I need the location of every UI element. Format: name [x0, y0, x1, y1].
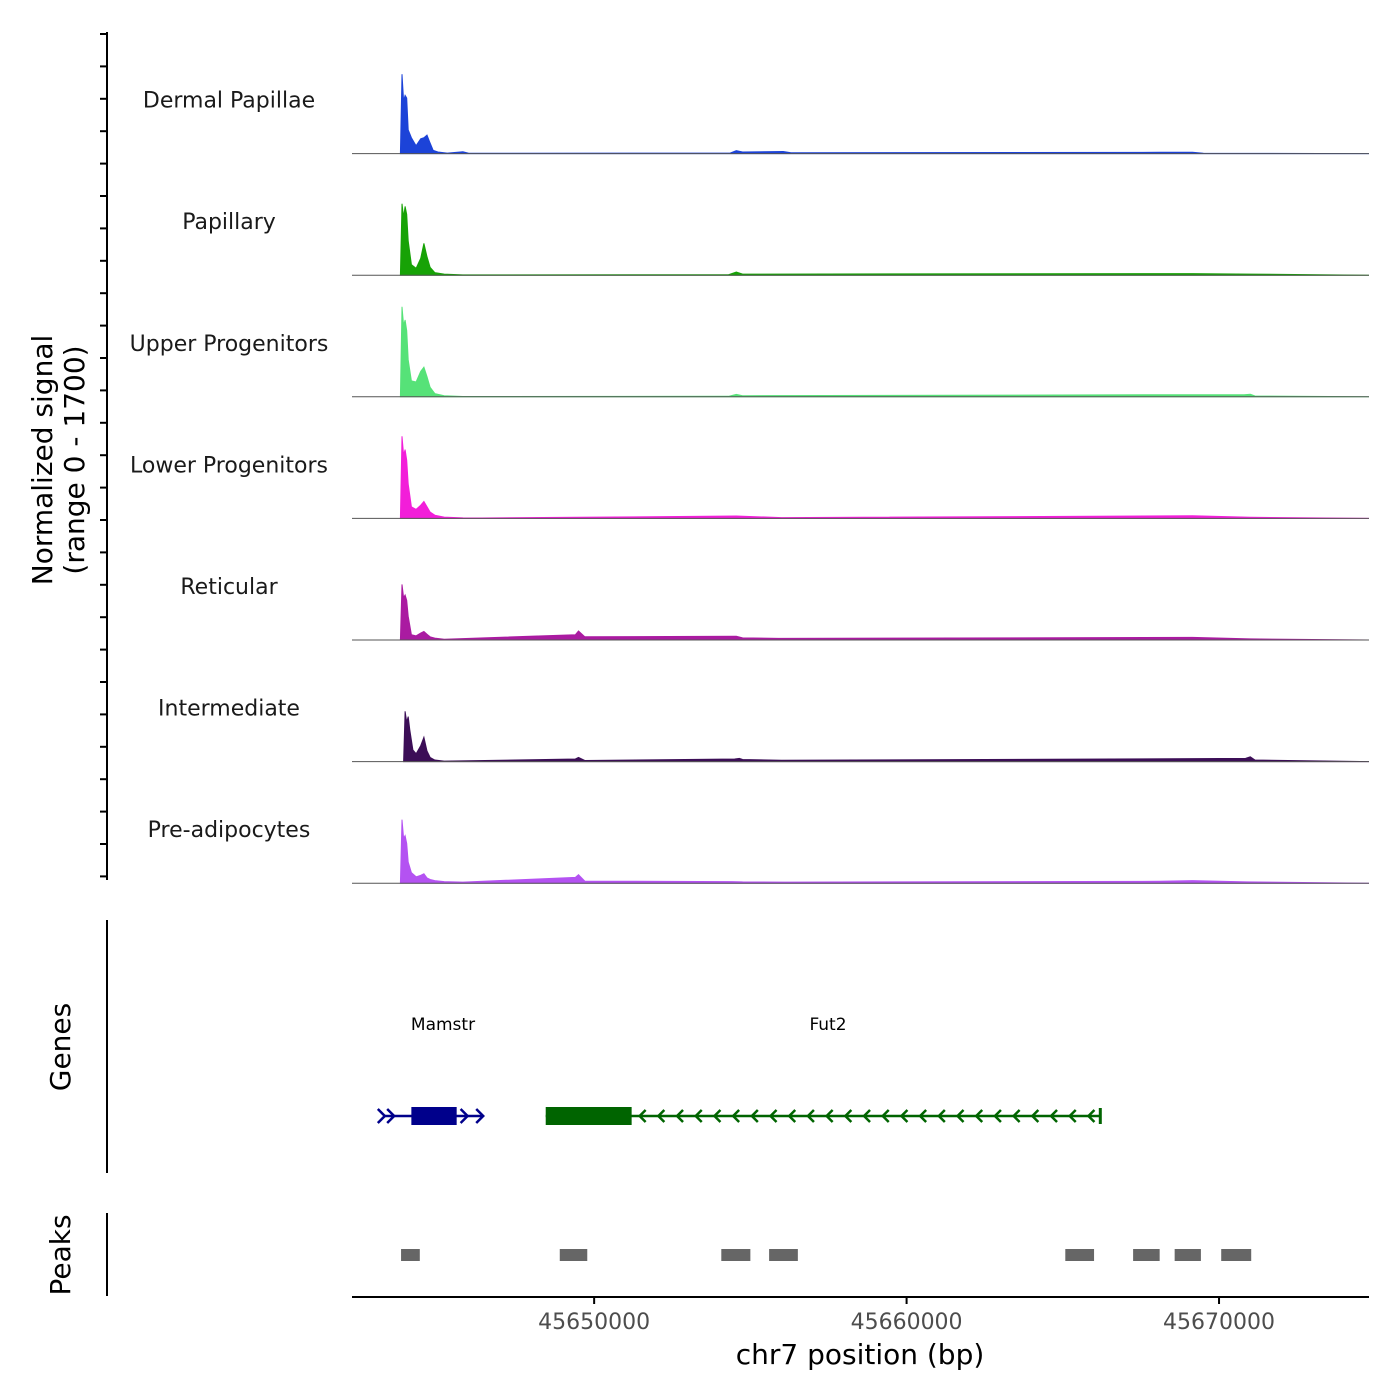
track-label: Dermal Papillae — [143, 89, 315, 114]
strand-arrow — [824, 1109, 834, 1123]
track-signal-area — [399, 74, 1370, 155]
track-intermediate: Intermediate — [158, 697, 1370, 763]
gene-fut2: Fut2 — [545, 1015, 1102, 1125]
strand-arrow — [843, 1109, 853, 1123]
strand-arrow — [712, 1109, 722, 1123]
peak-region — [1065, 1249, 1095, 1261]
track-signal-area — [399, 203, 1370, 276]
x-tick-label: 45670000 — [1163, 1310, 1275, 1335]
signal-axis-label-line1: Normalized signal — [26, 335, 59, 586]
strand-arrow — [1086, 1109, 1096, 1123]
coverage-tracks: Dermal Papillae Papillary Upper Progenitor… — [130, 74, 1370, 884]
strand-arrow — [806, 1109, 815, 1123]
peak-region — [1221, 1249, 1252, 1261]
strand-arrow — [937, 1109, 946, 1123]
gene-label: Mamstr — [411, 1015, 475, 1035]
strand-arrow — [376, 1108, 387, 1124]
track-signal-area — [399, 584, 1370, 641]
track-label: Reticular — [180, 575, 278, 600]
x-tick-label: 45660000 — [851, 1310, 963, 1335]
strand-arrow — [1049, 1109, 1058, 1123]
track-signal-area — [399, 306, 1370, 398]
x-tick-label: 45650000 — [538, 1310, 650, 1335]
track-label: Intermediate — [158, 697, 300, 722]
track-label: Papillary — [182, 210, 276, 235]
peak-region — [559, 1249, 588, 1261]
strand-arrow — [880, 1109, 890, 1123]
signal-axis-ticks — [100, 33, 107, 878]
signal-axis-label-line2: (range 0 - 1700) — [58, 345, 91, 574]
strand-arrow — [1011, 1109, 1021, 1123]
peak-region — [401, 1249, 420, 1261]
strand-arrow — [993, 1109, 1002, 1123]
strand-arrow — [974, 1109, 984, 1123]
strand-arrow — [750, 1109, 759, 1123]
track-reticular: Reticular — [180, 575, 1370, 641]
strand-arrow — [1030, 1109, 1040, 1123]
strand-arrow — [386, 1108, 396, 1124]
track-upper-progenitors: Upper Progenitors — [130, 306, 1370, 398]
gene-mamstr: Mamstr — [376, 1015, 485, 1125]
gene-label: Fut2 — [809, 1015, 846, 1035]
strand-arrow — [1067, 1109, 1077, 1123]
track-label: Pre-adipocytes — [148, 818, 311, 843]
strand-arrow — [768, 1109, 778, 1123]
peak-region — [1174, 1249, 1201, 1261]
gene-annotation-track: Mamstr Fut2 — [376, 1015, 1102, 1125]
strand-arrow — [459, 1108, 470, 1124]
peak-track — [401, 1249, 1252, 1261]
track-pre-adipocytes: Pre-adipocytes — [148, 818, 1370, 884]
strand-arrow — [675, 1109, 684, 1123]
strand-arrow — [637, 1109, 647, 1123]
gene-exon — [411, 1107, 457, 1125]
strand-arrow — [862, 1109, 871, 1123]
strand-arrow — [787, 1109, 797, 1123]
track-signal-area — [399, 436, 1370, 519]
track-signal-area — [403, 711, 1370, 763]
track-label: Lower Progenitors — [130, 453, 328, 478]
strand-arrow — [475, 1108, 485, 1124]
peak-region — [1133, 1249, 1160, 1261]
peaks-panel-label: Peaks — [44, 1214, 77, 1295]
x-axis-title: chr7 position (bp) — [736, 1338, 985, 1371]
genes-panel-label: Genes — [44, 1003, 77, 1091]
x-axis-ticks: 45650000 45660000 45670000 — [538, 1297, 1275, 1335]
track-signal-area — [399, 819, 1370, 884]
strand-arrow — [955, 1109, 965, 1123]
strand-arrow — [918, 1109, 928, 1123]
strand-arrow — [656, 1109, 666, 1123]
peak-region — [721, 1249, 751, 1261]
gene-exon — [545, 1107, 632, 1125]
track-lower-progenitors: Lower Progenitors — [130, 436, 1370, 519]
strand-arrow — [899, 1109, 909, 1123]
track-label: Upper Progenitors — [130, 332, 329, 357]
track-dermal-papillae: Dermal Papillae — [143, 74, 1370, 155]
peak-region — [769, 1249, 798, 1261]
strand-arrow — [731, 1109, 741, 1123]
strand-arrow — [693, 1109, 703, 1123]
track-papillary: Papillary — [182, 203, 1370, 276]
